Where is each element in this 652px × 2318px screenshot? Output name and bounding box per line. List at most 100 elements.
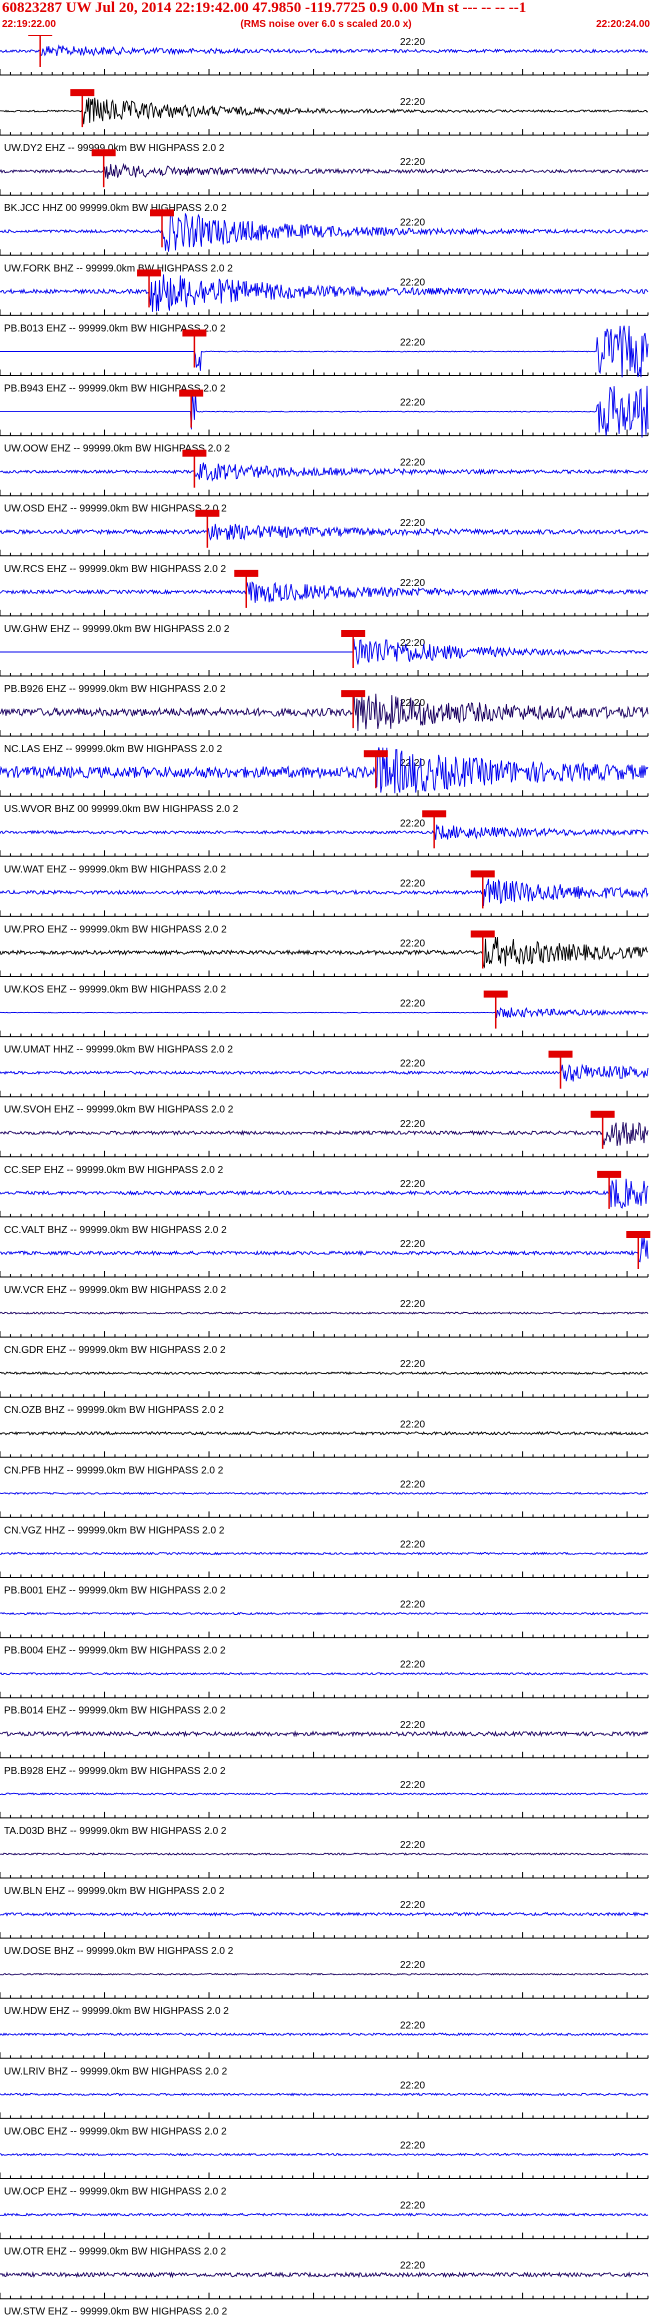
station-label: UW.STW EHZ -- 99999.0km BW HIGHPASS 2.0 …: [4, 2307, 228, 2318]
station-label: CN.OZB BHZ -- 99999.0km BW HIGHPASS 2.0 …: [4, 1405, 224, 1416]
waveform-line: [0, 878, 649, 907]
station-label: UW.UMAT HHZ -- 99999.0km BW HIGHPASS 2.0…: [4, 1045, 233, 1056]
trace-panel: 22:20 UW.DY2 EHZ -- 99999.0km BW HIGHPASS…: [0, 89, 649, 154]
trace-panel: 22:20 CC.SEP EHZ -- 99999.0km BW HIGHPASS…: [0, 1110, 649, 1176]
station-label: CN.VGZ HHZ -- 99999.0km BW HIGHPASS 2.0 …: [4, 1525, 225, 1536]
waveform-line: [0, 325, 649, 378]
station-label: PB.B926 EHZ -- 99999.0km BW HIGHPASS 2.0…: [4, 684, 226, 695]
tick-label: 22:20: [400, 1119, 425, 1130]
tick-label: 22:20: [400, 217, 425, 228]
tick-label: 22:20: [400, 1239, 425, 1250]
station-label: UW.OOW EHZ -- 99999.0km BW HIGHPASS 2.0 …: [4, 444, 230, 455]
tick-label: 22:20: [400, 1479, 425, 1490]
pick-flag: [363, 750, 388, 758]
waveform-line: [0, 1371, 649, 1376]
tick-label: 22:20: [400, 97, 425, 108]
tick-label: 22:20: [400, 1780, 425, 1791]
tick-label: 22:20: [400, 1540, 425, 1551]
tick-label: 22:20: [400, 1419, 425, 1430]
station-label: PB.B943 EHZ -- 99999.0km BW HIGHPASS 2.0…: [4, 384, 226, 395]
trace-panel: 22:20 PB.B928 EHZ -- 99999.0km BW HIGHPAS…: [0, 1720, 649, 1777]
pick-flag: [341, 630, 366, 637]
station-label: UW.GHW EHZ -- 99999.0km BW HIGHPASS 2.0 …: [4, 624, 230, 635]
pick-flag: [626, 1231, 651, 1238]
pick-flag: [341, 690, 366, 698]
trace-panel: 22:20 PB.B013 EHZ -- 99999.0km BW HIGHPAS…: [0, 269, 649, 334]
trace-panel: 22:20 UW.WAT EHZ -- 99999.0km BW HIGHPASS…: [0, 810, 649, 875]
tick-label: 22:20: [400, 578, 425, 589]
tick-label: 22:20: [400, 2020, 425, 2031]
waveform-line: [0, 638, 649, 665]
waveform-line: [0, 2152, 649, 2157]
waveform-line: [0, 1671, 649, 1676]
trace-panel: 22:20 UW.HDW EHZ -- 99999.0km BW HIGHPASS…: [0, 1960, 649, 2017]
waveform-line: [0, 97, 649, 125]
trace-panel: 22:20 UW.OTR EHZ -- 99999.0km BW HIGHPASS…: [0, 2201, 649, 2258]
station-label: PB.B014 EHZ -- 99999.0km BW HIGHPASS 2.0…: [4, 1706, 226, 1717]
trace-panel: 22:20 CN.GDR EHZ -- 99999.0km BW HIGHPASS…: [0, 1299, 649, 1356]
station-label: CN.GDR EHZ -- 99999.0km BW HIGHPASS 2.0 …: [4, 1345, 226, 1356]
tick-label: 22:20: [400, 638, 425, 649]
tick-label: 22:20: [400, 398, 425, 409]
waveform-line: [0, 2092, 649, 2097]
station-label: CC.VALT BHZ -- 99999.0km BW HIGHPASS 2.0…: [4, 1225, 227, 1236]
tick-label: 22:20: [400, 1179, 425, 1190]
waveform-line: [0, 691, 649, 732]
station-label: UW.OCP EHZ -- 99999.0km BW HIGHPASS 2.0 …: [4, 2187, 227, 2198]
waveform-line: [0, 1551, 649, 1556]
waveform-line: [0, 44, 648, 57]
pick-flag: [182, 449, 207, 457]
pick-flag: [182, 329, 207, 337]
trace-panel: 22:20 CN.OZB BHZ -- 99999.0km BW HIGHPASS…: [0, 1359, 649, 1416]
station-label: UW.FORK BHZ -- 99999.0km BW HIGHPASS 2.0…: [4, 263, 233, 274]
event-title: 60823287 UW Jul 20, 2014 22:19:42.00 47.…: [2, 0, 527, 16]
tick-label: 22:20: [400, 1600, 425, 1611]
pick-flag: [137, 269, 162, 277]
tick-label: 22:20: [400, 999, 425, 1010]
trace-panel: 22:20 PB.B014 EHZ -- 99999.0km BW HIGHPAS…: [0, 1660, 649, 1717]
trace-panel: 22:20 UW.FORK BHZ -- 99999.0km BW HIGHPAS…: [0, 209, 649, 274]
header: 60823287 UW Jul 20, 2014 22:19:42.00 47.…: [0, 0, 652, 36]
start-time: 22:19:22.00: [2, 19, 56, 30]
waveform-line: [0, 2212, 649, 2217]
pick-flag: [195, 509, 220, 517]
waveform-line: [0, 1121, 649, 1146]
pick-flag: [422, 810, 447, 818]
trace-panel: 22:20 PB.B926 EHZ -- 99999.0km BW HIGHPAS…: [0, 630, 649, 695]
tick-label: 22:20: [400, 1299, 425, 1310]
waveform-line: [0, 936, 649, 969]
waveform-line: [0, 209, 649, 252]
station-label: UW.DY2 EHZ -- 99999.0km BW HIGHPASS 2.0 …: [4, 143, 225, 154]
trace-panel: 22:20 BK.JCC HHZ 00 99999.0km BW HIGHPASS…: [0, 149, 649, 214]
trace-panel: 22:20 UW.OOW EHZ -- 99999.0km BW HIGHPASS…: [0, 385, 649, 455]
tick-label: 22:20: [400, 818, 425, 829]
trace-panel: 22:20 UW.STW EHZ -- 99999.0km BW HIGHPASS…: [0, 2261, 649, 2318]
trace-panel: 22:20 UW.BLN EHZ -- 99999.0km BW HIGHPASS…: [0, 1840, 649, 1897]
pick-flag: [91, 149, 116, 157]
waveform-line: [0, 1852, 649, 1856]
station-label: PB.B001 EHZ -- 99999.0km BW HIGHPASS 2.0…: [4, 1586, 226, 1597]
waveform-line: [0, 1063, 649, 1082]
tick-label: 22:20: [400, 37, 425, 48]
waveform-line: [0, 1237, 649, 1263]
tick-label: 22:20: [400, 1660, 425, 1671]
trace-panel: 22:20 PB.B004 EHZ -- 99999.0km BW HIGHPAS…: [0, 1600, 649, 1657]
tick-label: 22:20: [400, 458, 425, 469]
trace-panel: 22:20 UW.DOSE BHZ -- 99999.0km BW HIGHPAS…: [0, 1900, 649, 1957]
station-label: US.WVOR BHZ 00 99999.0km BW HIGHPASS 2.0…: [4, 804, 239, 815]
station-label: PB.B013 EHZ -- 99999.0km BW HIGHPASS 2.0…: [4, 323, 226, 334]
station-label: UW.WAT EHZ -- 99999.0km BW HIGHPASS 2.0 …: [4, 864, 226, 875]
trace-panel: 22:20 UW.VCR EHZ -- 99999.0km BW HIGHPASS…: [0, 1231, 651, 1296]
trace-panel: 22:20 PB.B001 EHZ -- 99999.0km BW HIGHPAS…: [0, 1540, 649, 1597]
trace-panel: 22:20 UW.RCS EHZ -- 99999.0km BW HIGHPASS…: [0, 509, 649, 575]
waveform-line: [0, 1007, 649, 1018]
waveform-line: [0, 523, 649, 541]
trace-panel: 22:20 UW.OBC EHZ -- 99999.0km BW HIGHPASS…: [0, 2080, 649, 2137]
tick-label: 22:20: [400, 1900, 425, 1911]
trace-panel: 22:20 UW.SVOH EHZ -- 99999.0km BW HIGHPAS…: [0, 1050, 649, 1116]
waveform-line: [0, 462, 649, 482]
station-label: BK.JCC HHZ 00 99999.0km BW HIGHPASS 2.0 …: [4, 203, 227, 214]
trace-panel: 22:20 UW.LRIV BHZ -- 99999.0km BW HIGHPAS…: [0, 2020, 649, 2077]
waveform-line: [0, 385, 649, 438]
